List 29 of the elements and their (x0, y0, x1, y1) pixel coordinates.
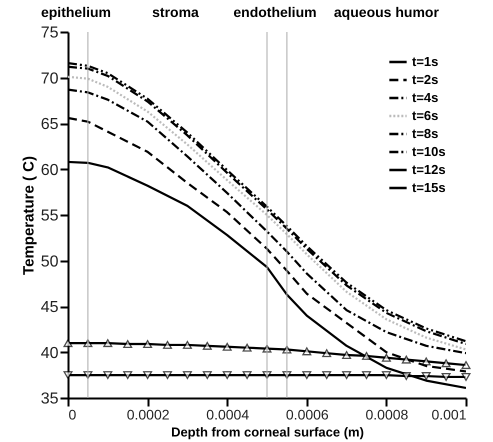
legend-label: t=6s (412, 108, 438, 123)
x-tick-label: 0.0008 (365, 406, 409, 422)
x-tick-label: 0.0004 (206, 406, 250, 422)
x-tick-label: 0.001 (431, 406, 467, 422)
y-axis-title: Temperature ( C) (20, 156, 38, 275)
y-tick-label: 65 (40, 116, 59, 133)
text: epithelium (40, 4, 111, 20)
y-tick-label: 60 (40, 162, 59, 179)
text: aqueous humor (334, 4, 440, 20)
legend-label: t=15s (412, 180, 446, 195)
x-tick-label: 0.0006 (286, 406, 329, 422)
y-tick-label: 40 (40, 344, 59, 362)
y-tick-label: 75 (40, 24, 59, 42)
legend-label: t=10s (412, 144, 446, 159)
y-tick-label: 50 (40, 253, 59, 270)
x-tick-label: 0.0002 (126, 406, 170, 422)
legend-label: t=1s (412, 54, 438, 69)
legend-label: t=12s (412, 162, 446, 177)
y-tick-label: 45 (40, 299, 59, 316)
legend-label: t=4s (412, 90, 438, 105)
text: endothelium (233, 4, 317, 20)
legend-label: t=8s (412, 126, 438, 141)
y-tick-label: 70 (40, 70, 59, 88)
text: stroma (152, 4, 200, 20)
y-tick-label: 35 (40, 390, 59, 408)
legend-label: t=2s (412, 72, 438, 87)
y-tick-label: 55 (40, 208, 59, 224)
x-tick-label: 0 (68, 406, 76, 422)
x-axis-title: Depth from corneal surface (m) (171, 424, 364, 440)
